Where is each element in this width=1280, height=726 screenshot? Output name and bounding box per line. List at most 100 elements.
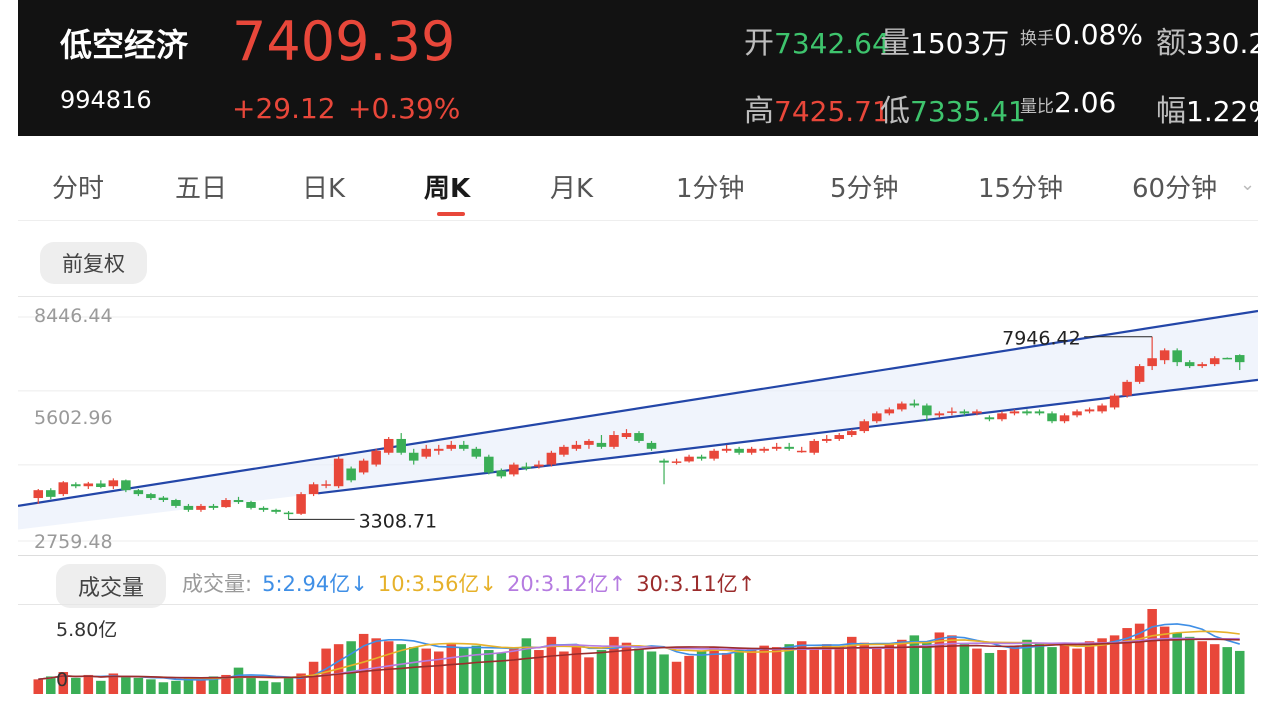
tab-15min[interactable]: 15分钟 [978, 174, 1064, 204]
stat-turnover: 换手0.08% [1020, 18, 1143, 51]
volume-bar [696, 651, 707, 694]
candle-body [1159, 350, 1170, 361]
candle-body [1072, 411, 1082, 416]
candle-body [1209, 358, 1220, 365]
volume-bar [58, 672, 69, 694]
volume-bar [972, 648, 982, 694]
volume-bar [922, 641, 932, 694]
volume-button[interactable]: 成交量 [56, 564, 167, 608]
candle-body [834, 435, 845, 439]
volume-bar [1184, 636, 1195, 694]
volume-bar [746, 648, 757, 694]
volume-bar [934, 632, 945, 694]
volume-bar [371, 638, 381, 694]
volume-bar [121, 676, 131, 694]
tab-weekly-k[interactable]: 周K [424, 174, 471, 204]
candle-body [183, 505, 194, 510]
volume-bar [872, 647, 882, 694]
candle-body [1234, 355, 1245, 363]
candle-body [1059, 415, 1070, 422]
adjust-button[interactable]: 前复权 [40, 242, 147, 284]
candle-body [383, 438, 394, 453]
volume-bar [358, 633, 369, 694]
vol-ratio-value: 2.06 [1054, 86, 1117, 119]
candle-body [584, 440, 594, 445]
candle-body [433, 448, 444, 451]
candle-body [46, 490, 56, 497]
turnover-label: 换手 [1020, 29, 1054, 49]
volume-bar [158, 682, 169, 694]
tab-1min[interactable]: 1分钟 [676, 174, 745, 204]
stock-name: 低空经济 [60, 26, 189, 64]
ma5-value: 5:2.94亿↓ [262, 572, 368, 596]
stat-volume: 量1503万 [880, 18, 1009, 62]
stat-amplitude: 幅1.22% [1156, 86, 1258, 130]
candle-body [559, 446, 569, 455]
candle-body [158, 497, 169, 501]
candle-body [196, 505, 206, 510]
volume-bar [784, 644, 794, 694]
volume-bar [634, 648, 644, 694]
volume-bar [834, 647, 845, 694]
volume-bar [446, 644, 457, 694]
chevron-down-icon[interactable]: ⌄ [1240, 174, 1256, 195]
tab-60min[interactable]: 60分钟 [1132, 174, 1218, 204]
candle-body [208, 505, 219, 508]
tab-daily-k[interactable]: 日K [302, 174, 346, 204]
candle-body [283, 512, 294, 515]
price-change: +29.12 [232, 92, 336, 125]
candle-body [509, 464, 519, 475]
volume-bar [884, 644, 895, 694]
volume-bar [796, 641, 807, 694]
volume-bar [596, 650, 607, 694]
candle-body [771, 446, 782, 449]
kline-chart[interactable]: 3308.71 7946.42 8446.44 5602.96 2759.48 [17, 296, 1259, 556]
candle-body [146, 494, 156, 499]
trend-channel [18, 310, 1258, 530]
candle-body [121, 480, 131, 491]
high-value: 7425.71 [774, 95, 890, 128]
volume-bar [171, 680, 181, 694]
candle-body [859, 421, 870, 432]
volume-bar [897, 639, 907, 694]
stat-low: 低7335.41 [880, 86, 1026, 130]
volume-bar [96, 680, 106, 694]
low-value: 7335.41 [910, 95, 1026, 128]
open-label: 开 [744, 26, 774, 61]
volume-bar [433, 651, 444, 694]
current-price: 7409.39 [232, 10, 456, 73]
candle-body [1034, 411, 1045, 414]
candle-body [1134, 366, 1145, 382]
volume-bar [421, 648, 431, 694]
tab-intraday[interactable]: 分时 [52, 174, 105, 204]
candle-body [534, 464, 544, 467]
candle-body [484, 456, 494, 473]
candle-body [897, 403, 907, 410]
volume-bar [1109, 635, 1120, 694]
volume-bar [1234, 650, 1245, 694]
turnover-value: 0.08% [1054, 18, 1143, 51]
candle-body [671, 461, 682, 463]
stat-vol-ratio: 量比2.06 [1020, 86, 1116, 119]
candle-body [271, 509, 281, 512]
candle-body [346, 468, 356, 481]
volume-bar [509, 647, 519, 694]
candle-body [684, 456, 694, 462]
candle-body [959, 411, 970, 414]
tab-5min[interactable]: 5分钟 [830, 174, 899, 204]
ma30-value: 30:3.11亿↑ [636, 572, 756, 596]
candle-body [333, 458, 344, 487]
volume-chart[interactable]: 5.80亿 0 [18, 604, 1258, 695]
candle-body [884, 409, 895, 414]
candle-body [984, 417, 995, 420]
volume-max-label: 5.80亿 [56, 619, 118, 641]
tab-five-day[interactable]: 五日 [175, 174, 228, 204]
candle-body [934, 413, 945, 416]
tab-monthly-k[interactable]: 月K [550, 174, 594, 204]
volume-bar [346, 641, 356, 694]
candle-body [997, 413, 1007, 420]
volume-bar [1034, 642, 1045, 694]
volume-bar [734, 650, 744, 694]
candle-body [659, 460, 669, 463]
volume-bar [1209, 644, 1220, 694]
